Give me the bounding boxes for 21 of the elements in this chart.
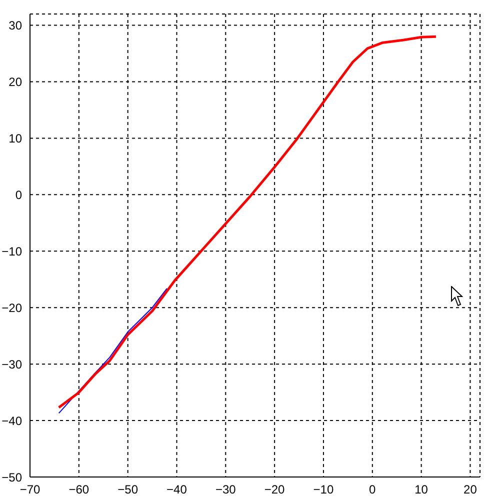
x-tick-label: −30 bbox=[215, 482, 236, 497]
y-tick-label: −20 bbox=[2, 300, 22, 315]
y-tick-label: −50 bbox=[2, 470, 22, 484]
x-tick-label: −10 bbox=[313, 482, 334, 497]
y-tick-label: −40 bbox=[2, 414, 22, 428]
x-tick-label: −40 bbox=[166, 482, 188, 497]
x-tick-label: −70 bbox=[20, 482, 40, 497]
x-tick-label: −60 bbox=[68, 482, 90, 497]
y-tick-label: 20 bbox=[8, 75, 22, 90]
y-tick-label: 30 bbox=[8, 18, 22, 33]
x-tick-label: 0 bbox=[369, 482, 376, 497]
x-tick-label: 20 bbox=[464, 482, 478, 497]
line-series bbox=[58, 288, 168, 414]
x-tick-label: −20 bbox=[264, 482, 286, 497]
y-tick-label: 0 bbox=[15, 188, 22, 202]
y-tick-label: −10 bbox=[2, 244, 22, 258]
line-series bbox=[58, 35, 438, 409]
y-tick-label: 10 bbox=[8, 131, 22, 146]
x-tick-label: 10 bbox=[414, 482, 428, 497]
x-tick-label: −50 bbox=[118, 482, 138, 497]
y-tick-label: −30 bbox=[2, 357, 22, 372]
